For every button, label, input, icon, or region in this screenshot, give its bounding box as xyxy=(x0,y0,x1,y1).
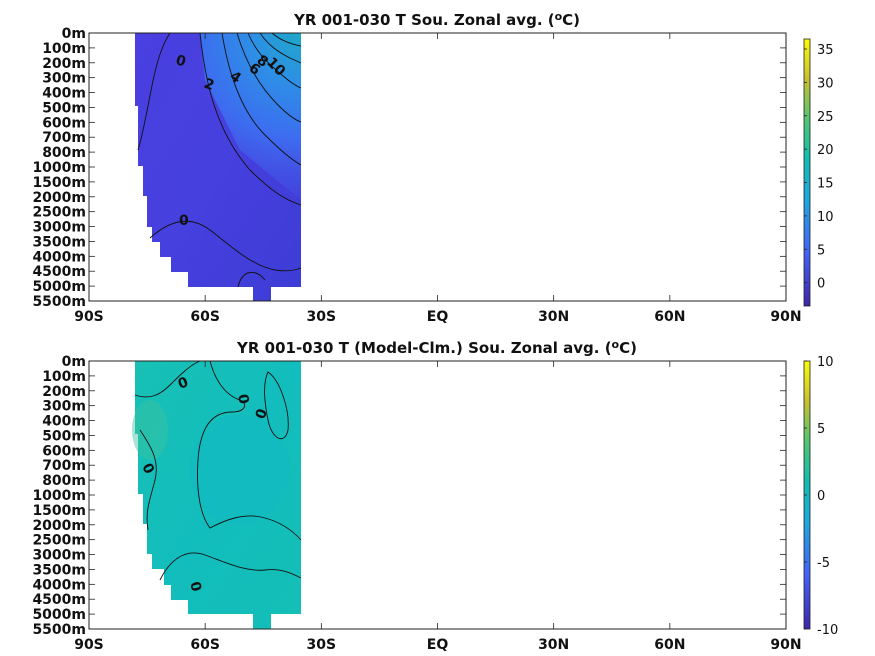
colorbar-tick-label: 0 xyxy=(817,489,825,504)
colorbar-tick-label: 15 xyxy=(817,177,834,192)
colorbar-tick-label: 10 xyxy=(817,355,834,370)
panel-bottom-contour-labels: 0 0 0 0 0 xyxy=(138,374,271,593)
x-tick-label: 90S xyxy=(74,309,104,325)
y-tick-label: 500m xyxy=(42,428,86,444)
colorbar-tick-label: 30 xyxy=(817,76,834,91)
panel-bottom-warm-patch xyxy=(132,400,168,460)
x-tick-label: 30N xyxy=(538,309,569,325)
colorbar-tick-label: 0 xyxy=(817,277,825,292)
y-tick-label: 1500m xyxy=(32,175,86,191)
panel-bottom: YR 001-030 T (Model-Clm.) Sou. Zonal avg… xyxy=(32,338,838,653)
x-tick-label: 60N xyxy=(654,309,685,325)
y-tick-label: 5500m xyxy=(32,622,86,638)
x-tick-label: 30N xyxy=(538,637,569,653)
y-tick-label: 2500m xyxy=(32,533,86,549)
colorbar-tick-label: -10 xyxy=(817,623,838,638)
y-tick-label: 600m xyxy=(42,115,86,131)
panel-top-colorbar-ticks: 35 30 25 20 15 10 5 0 xyxy=(804,43,834,292)
y-tick-label: 0m xyxy=(62,354,86,370)
y-tick-label: 4000m xyxy=(32,249,86,265)
panel-bottom-contours xyxy=(134,360,302,581)
y-tick-label: 700m xyxy=(42,458,86,474)
y-tick-label: 300m xyxy=(42,399,86,415)
panel-top-title: YR 001-030 T Sou. Zonal avg. (oC) xyxy=(293,10,580,29)
svg-text:0: 0 xyxy=(234,393,251,406)
x-tick-label: 30S xyxy=(307,309,337,325)
panel-top-contours xyxy=(137,32,302,288)
y-tick-label: 800m xyxy=(42,145,86,161)
panel-bottom-y-ticks: 0m100m200m300m400m500m600m700m800m1000m1… xyxy=(32,354,786,638)
panel-top: YR 001-030 T Sou. Zonal avg. (oC) 0 2 4 … xyxy=(32,10,833,325)
y-tick-label: 400m xyxy=(42,414,86,430)
y-tick-label: 200m xyxy=(42,56,86,72)
colorbar-tick-label: 25 xyxy=(817,110,834,125)
x-tick-label: 60S xyxy=(190,309,220,325)
x-tick-label: 90N xyxy=(770,309,801,325)
svg-text:0: 0 xyxy=(186,580,204,594)
y-tick-label: 200m xyxy=(42,384,86,400)
y-tick-label: 700m xyxy=(42,130,86,146)
svg-text:0: 0 xyxy=(174,52,188,70)
colorbar-tick-label: 10 xyxy=(817,210,834,225)
y-tick-label: 3000m xyxy=(32,220,86,236)
svg-text:0: 0 xyxy=(179,213,189,229)
x-tick-label: 30S xyxy=(307,637,337,653)
y-tick-label: 100m xyxy=(42,41,86,57)
panel-top-y-ticks: 0m100m200m300m400m500m600m700m800m1000m1… xyxy=(32,26,786,310)
x-tick-label: 60S xyxy=(190,637,220,653)
panel-bottom-cool-patch xyxy=(190,415,290,525)
y-tick-label: 1500m xyxy=(32,503,86,519)
colorbar-tick-label: 5 xyxy=(817,243,825,258)
colorbar-tick-label: -5 xyxy=(817,556,830,571)
x-tick-label: EQ xyxy=(427,309,449,325)
y-tick-label: 400m xyxy=(42,86,86,102)
y-tick-label: 2000m xyxy=(32,518,86,534)
y-tick-label: 300m xyxy=(42,71,86,87)
y-tick-label: 2500m xyxy=(32,205,86,221)
y-tick-label: 600m xyxy=(42,443,86,459)
panel-bottom-title: YR 001-030 T (Model-Clm.) Sou. Zonal avg… xyxy=(236,338,637,357)
y-tick-label: 5000m xyxy=(32,607,86,623)
panel-top-colorbar xyxy=(803,38,811,307)
panel-bottom-colorbar-ticks: 10 5 0 -5 -10 xyxy=(804,355,838,638)
panel-top-x-ticks: 90S 60S 30S EQ 30N 60N 90N xyxy=(74,33,802,325)
colorbar-tick-label: 35 xyxy=(817,43,834,58)
y-tick-label: 100m xyxy=(42,369,86,385)
y-tick-label: 5500m xyxy=(32,294,86,310)
y-tick-label: 500m xyxy=(42,100,86,116)
x-tick-label: 90N xyxy=(770,637,801,653)
y-tick-label: 4000m xyxy=(32,577,86,593)
y-tick-label: 2000m xyxy=(32,190,86,206)
y-tick-label: 3500m xyxy=(32,562,86,578)
x-tick-label: 90S xyxy=(74,637,104,653)
y-tick-label: 4500m xyxy=(32,264,86,280)
y-tick-label: 0m xyxy=(62,26,86,42)
panel-bottom-x-ticks: 90S 60S 30S EQ 30N 60N 90N xyxy=(74,361,802,653)
colorbar-tick-label: 5 xyxy=(817,422,825,437)
x-tick-label: EQ xyxy=(427,637,449,653)
x-tick-label: 60N xyxy=(654,637,685,653)
y-tick-label: 800m xyxy=(42,473,86,489)
y-tick-label: 3000m xyxy=(32,548,86,564)
colorbar-tick-label: 20 xyxy=(817,143,834,158)
y-tick-label: 4500m xyxy=(32,592,86,608)
y-tick-label: 1000m xyxy=(32,160,86,176)
y-tick-label: 3500m xyxy=(32,234,86,250)
y-tick-label: 1000m xyxy=(32,488,86,504)
y-tick-label: 5000m xyxy=(32,279,86,295)
